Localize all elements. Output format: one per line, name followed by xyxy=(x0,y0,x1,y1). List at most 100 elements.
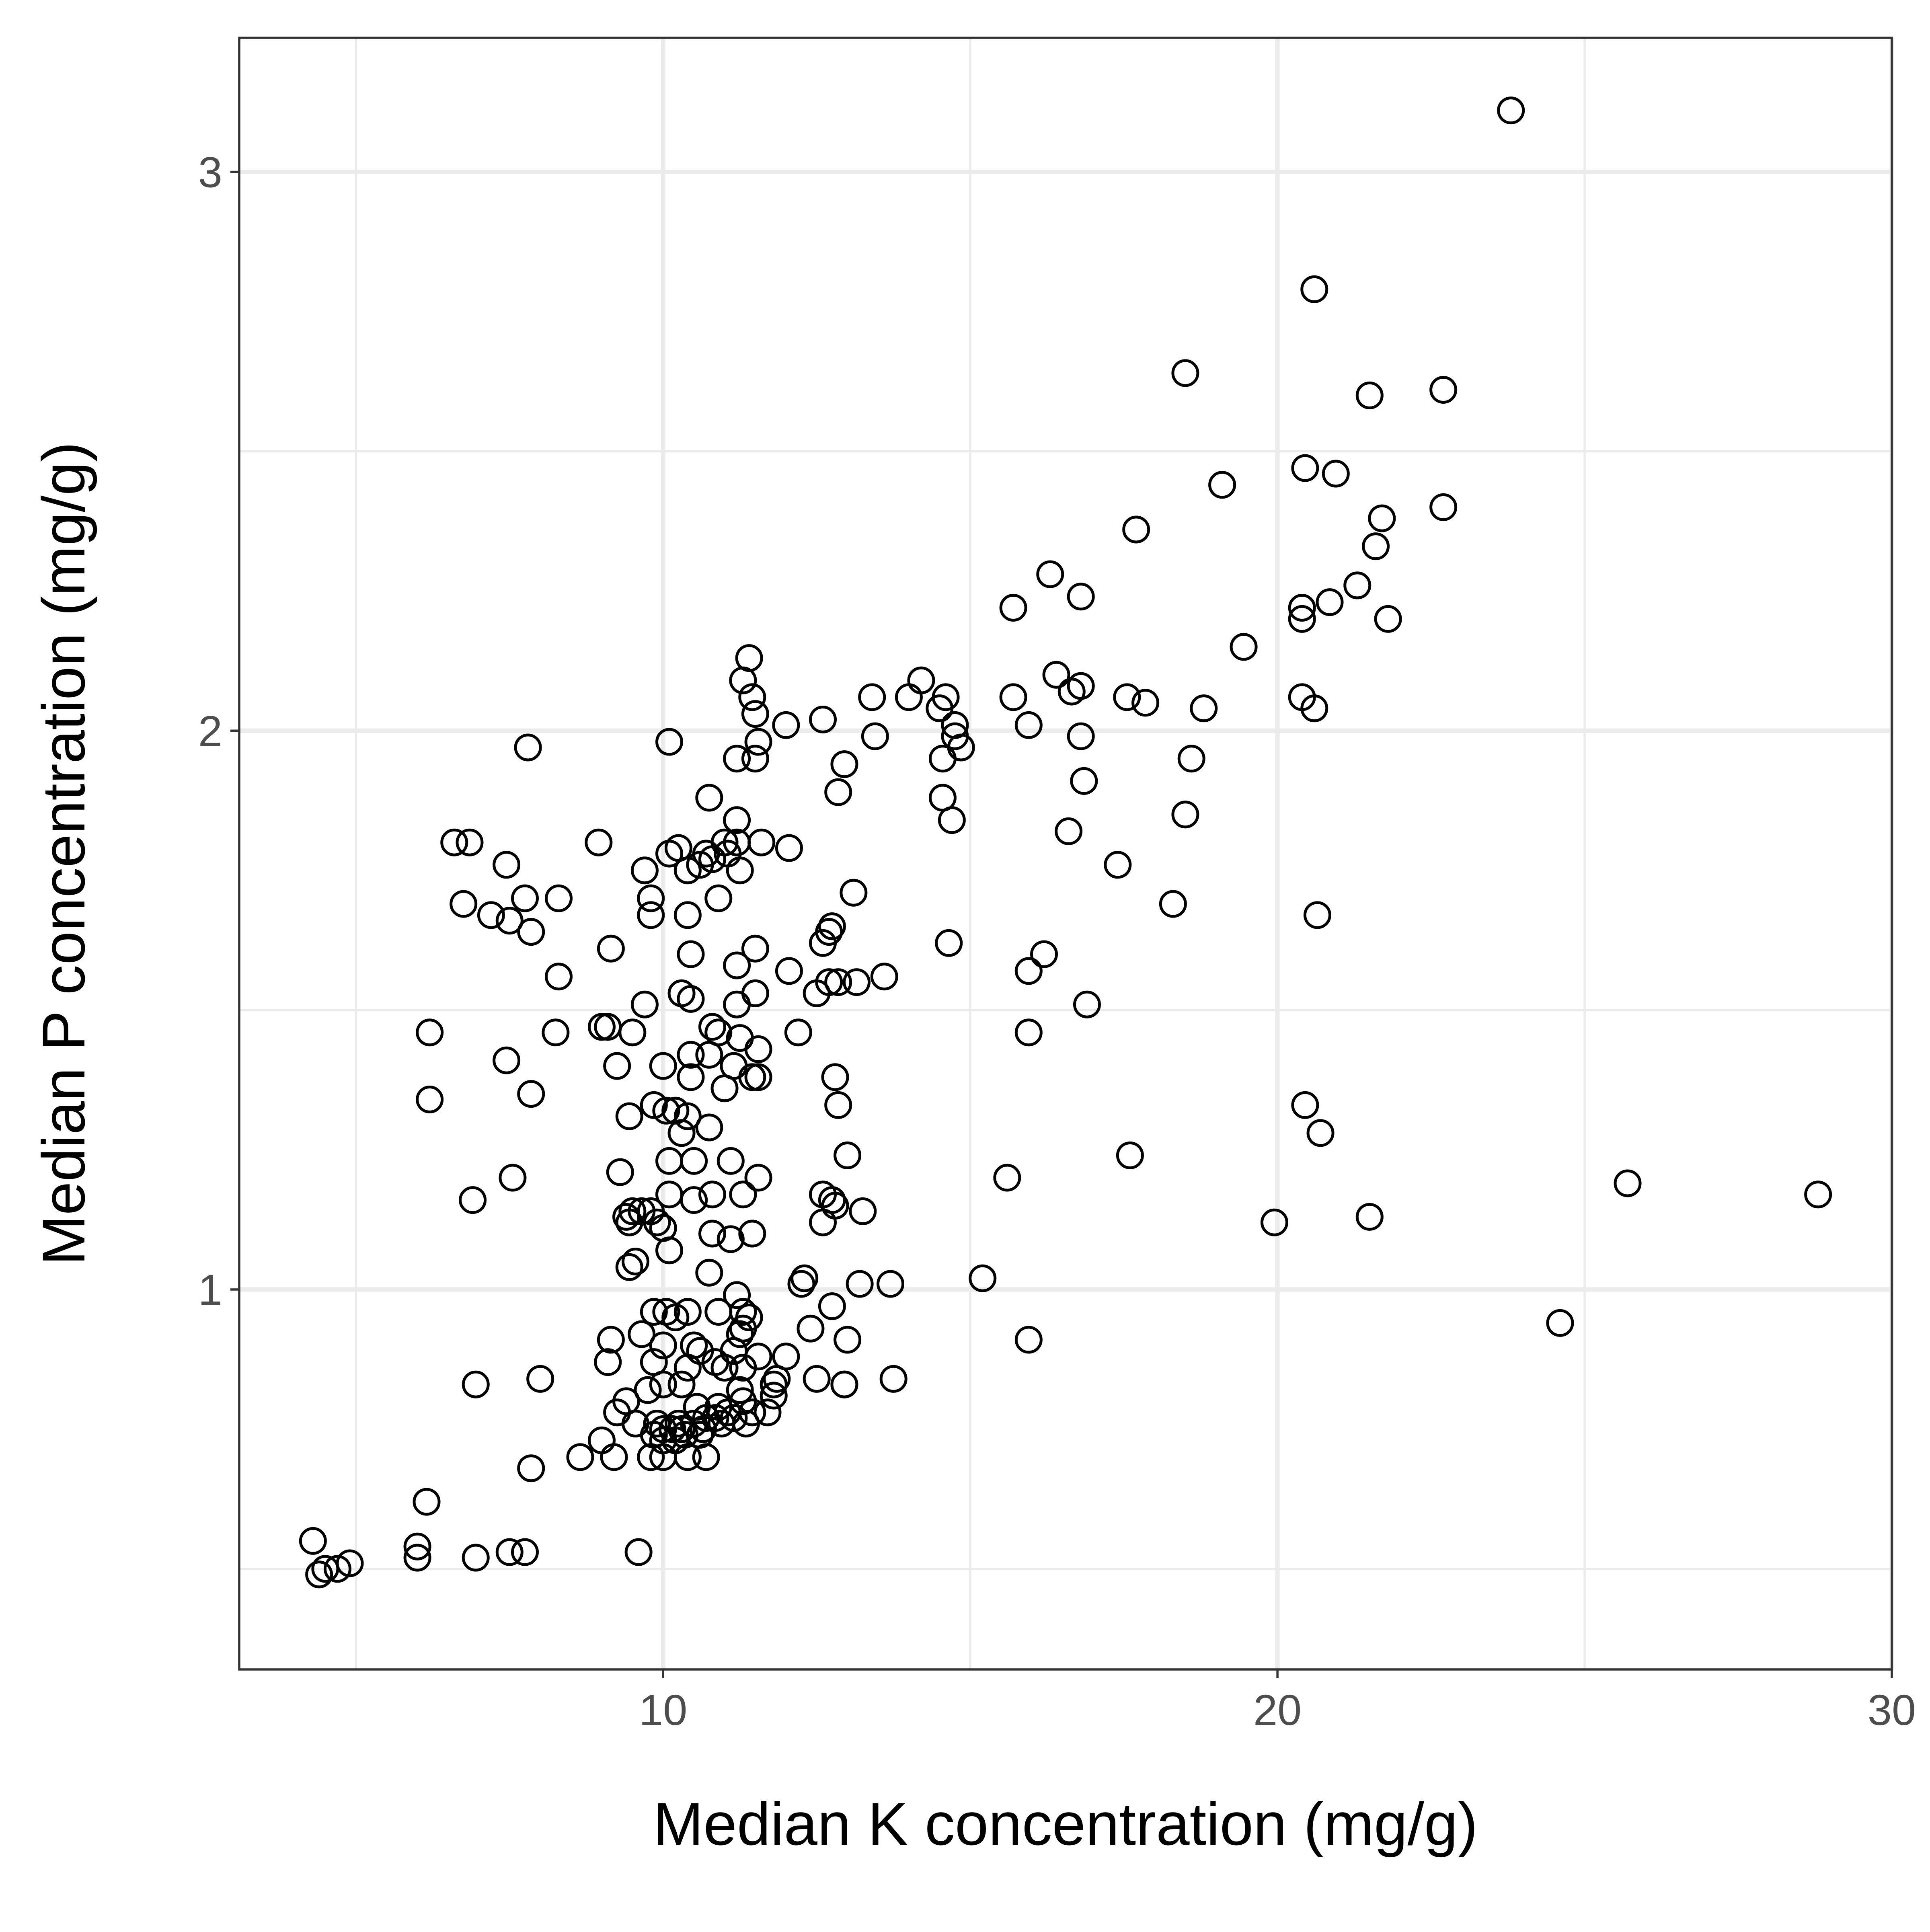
data-point xyxy=(456,828,484,856)
data-point xyxy=(1368,504,1396,532)
data-point xyxy=(566,1443,594,1471)
data-point xyxy=(692,1443,720,1471)
data-point xyxy=(830,1370,858,1398)
data-point xyxy=(677,1041,705,1069)
x-axis-title: Median K concentration (mg/g) xyxy=(653,1790,1478,1858)
data-point xyxy=(511,1538,539,1566)
data-point xyxy=(637,1443,665,1471)
data-point xyxy=(723,745,751,773)
data-point xyxy=(710,1074,739,1103)
data-point xyxy=(870,963,898,991)
data-point xyxy=(1171,801,1199,829)
data-point xyxy=(542,1018,570,1047)
data-point xyxy=(1614,1169,1642,1197)
data-point xyxy=(615,1253,643,1281)
data-point xyxy=(667,1370,696,1398)
data-point xyxy=(999,594,1027,622)
data-point xyxy=(723,951,751,979)
data-point xyxy=(1055,817,1083,845)
data-point xyxy=(680,1186,708,1214)
data-point xyxy=(1429,376,1458,404)
data-point xyxy=(928,745,957,773)
data-point xyxy=(1316,588,1344,616)
data-point xyxy=(493,851,521,879)
data-point xyxy=(1374,605,1402,633)
data-point xyxy=(1306,1119,1335,1147)
data-point xyxy=(1014,1018,1043,1047)
data-point xyxy=(877,1270,905,1298)
data-point xyxy=(744,1063,772,1091)
data-point xyxy=(726,1320,754,1348)
data-point xyxy=(1171,359,1199,387)
data-point xyxy=(618,1018,647,1047)
y-tick-label: 2 xyxy=(198,706,222,755)
data-point xyxy=(969,1264,997,1292)
data-point xyxy=(661,1303,690,1331)
data-point xyxy=(738,1063,766,1091)
data-point xyxy=(499,1164,527,1192)
data-point xyxy=(597,1326,625,1354)
data-point xyxy=(723,990,751,1018)
data-point xyxy=(698,1220,726,1248)
data-point xyxy=(695,1113,723,1142)
x-tick-label: 10 xyxy=(639,1686,687,1734)
data-point xyxy=(723,806,751,834)
data-point xyxy=(1355,381,1384,409)
data-point xyxy=(1322,460,1350,488)
data-point xyxy=(450,890,478,918)
data-point xyxy=(587,1013,616,1041)
data-point xyxy=(698,1013,726,1041)
data-point xyxy=(846,1270,874,1298)
data-point xyxy=(336,1549,364,1577)
data-point xyxy=(606,1158,634,1186)
data-point xyxy=(1343,571,1372,600)
data-point xyxy=(416,1085,444,1113)
data-point xyxy=(1177,745,1205,773)
data-point xyxy=(818,912,846,940)
data-point xyxy=(640,1091,668,1119)
data-point xyxy=(462,1544,490,1572)
data-point xyxy=(1073,990,1101,1018)
data-point xyxy=(1362,532,1390,561)
data-point xyxy=(824,778,852,806)
data-point xyxy=(511,884,539,912)
data-point xyxy=(526,1365,554,1393)
y-axis-title: Median P concentration (mg/g) xyxy=(30,442,97,1265)
data-point xyxy=(323,1555,351,1583)
data-point xyxy=(1208,471,1236,499)
data-point xyxy=(416,1018,444,1047)
data-point xyxy=(938,806,966,834)
data-point xyxy=(615,1102,643,1130)
data-point xyxy=(403,1532,431,1560)
data-point xyxy=(680,1147,708,1175)
data-point xyxy=(790,1264,819,1292)
data-point xyxy=(744,1035,772,1063)
data-point xyxy=(1122,515,1150,544)
data-point xyxy=(861,722,889,750)
data-point xyxy=(1030,940,1058,968)
data-point xyxy=(1291,454,1319,482)
data-point xyxy=(652,1096,680,1125)
data-point xyxy=(655,728,684,756)
data-point xyxy=(717,1147,745,1175)
data-point xyxy=(698,1181,726,1209)
data-point xyxy=(1014,711,1043,739)
y-tick-label: 1 xyxy=(198,1265,222,1314)
data-point xyxy=(677,1063,705,1091)
data-point xyxy=(1260,1208,1288,1236)
data-point xyxy=(879,1365,908,1393)
data-point xyxy=(760,1370,788,1398)
data-point xyxy=(775,834,803,862)
data-point xyxy=(809,705,837,733)
data-point xyxy=(1546,1309,1574,1337)
data-point xyxy=(824,968,852,996)
data-point xyxy=(935,929,963,957)
data-point xyxy=(849,1197,877,1225)
data-point xyxy=(495,1538,524,1566)
data-point xyxy=(999,683,1027,711)
data-point xyxy=(772,711,800,739)
data-point xyxy=(649,1370,677,1398)
data-point xyxy=(741,745,769,773)
data-point xyxy=(403,1544,431,1572)
data-point xyxy=(787,1270,815,1298)
